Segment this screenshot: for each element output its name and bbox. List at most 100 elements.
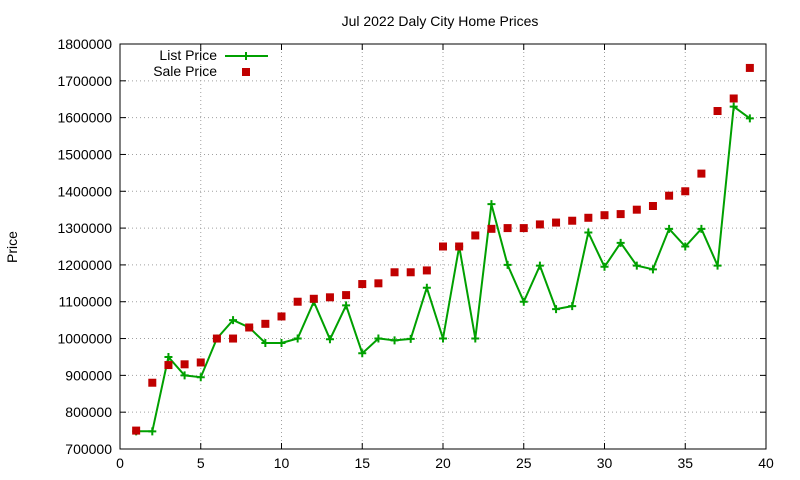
data-point-sale-price	[471, 231, 480, 240]
legend-marker-list-price	[242, 52, 250, 60]
data-point-sale-price	[164, 361, 173, 370]
data-point-sale-price	[648, 202, 657, 210]
data-point-sale-price	[374, 279, 383, 288]
data-point-sale-price	[325, 293, 334, 302]
x-tick-label: 10	[274, 455, 290, 471]
data-point-sale-price	[439, 242, 447, 251]
y-tick-label: 900000	[65, 367, 112, 383]
data-point-list-price	[342, 301, 351, 310]
data-point-list-price	[374, 334, 383, 343]
data-point-list-price	[180, 371, 189, 380]
data-point-sale-price	[309, 294, 318, 303]
axis-ticks: 700000 800000 900000 1000000 1100000 1200000 1…	[57, 36, 774, 471]
data-point-sale-price	[212, 334, 221, 343]
y-tick-label: 1200000	[57, 257, 112, 273]
data-point-sale-price	[148, 378, 157, 387]
x-tick-label: 30	[597, 455, 613, 471]
data-point-list-price	[568, 302, 577, 311]
y-tick-label: 1000000	[57, 331, 112, 347]
data-point-list-price	[665, 224, 674, 233]
data-point-sale-price	[552, 218, 561, 227]
data-point-list-price	[422, 283, 431, 292]
data-point-sale-price	[358, 280, 367, 289]
y-axis-label: Price	[4, 231, 20, 263]
data-point-list-price	[535, 261, 544, 270]
data-point-list-price	[471, 334, 480, 343]
chart-title: Jul 2022 Daly City Home Prices	[342, 13, 539, 29]
data-point-sale-price	[406, 268, 415, 277]
y-tick-label: 1700000	[57, 73, 112, 89]
x-tick-label: 20	[435, 455, 451, 471]
data-point-list-price	[487, 200, 496, 209]
data-point-list-price	[681, 242, 690, 251]
data-point-list-price	[600, 262, 609, 271]
data-point-list-price	[406, 334, 415, 343]
data-point-list-price	[229, 316, 238, 325]
data-point-list-price	[519, 297, 528, 306]
data-point-sale-price	[455, 242, 464, 251]
y-tick-label: 1300000	[57, 220, 112, 236]
data-point-sale-price	[180, 360, 189, 369]
data-point-sale-price	[245, 323, 254, 332]
data-point-sale-price	[132, 426, 141, 435]
data-point-sale-price	[681, 187, 690, 196]
x-tick-label: 5	[197, 455, 205, 471]
y-tick-label: 1800000	[57, 36, 112, 52]
x-tick-label: 35	[677, 455, 693, 471]
y-tick-label: 800000	[65, 404, 112, 420]
data-point-sale-price	[229, 334, 238, 343]
data-point-sale-price	[390, 268, 399, 277]
data-point-list-price	[616, 238, 625, 247]
data-point-list-price	[261, 338, 270, 347]
data-point-sale-price	[697, 169, 706, 178]
data-point-sale-price	[729, 94, 738, 103]
data-point-list-price	[325, 335, 334, 344]
x-tick-label: 0	[116, 455, 124, 471]
data-point-list-price	[648, 265, 657, 274]
legend-label-list-price: List Price	[159, 47, 217, 63]
y-tick-label: 1500000	[57, 146, 112, 162]
legend-marker-sale-price	[242, 68, 250, 76]
data-point-sale-price	[342, 291, 351, 300]
data-point-list-price	[697, 224, 706, 233]
data-point-list-price	[148, 427, 157, 436]
y-tick-label: 1100000	[59, 294, 113, 310]
data-point-sale-price	[568, 216, 577, 225]
y-tick-label: 700000	[65, 441, 112, 457]
data-point-sale-price	[503, 224, 512, 233]
data-point-list-price	[503, 260, 512, 269]
data-point-sale-price	[277, 312, 286, 321]
data-point-sale-price	[584, 213, 593, 222]
data-point-sale-price	[535, 220, 544, 229]
data-point-sale-price	[261, 319, 270, 328]
data-point-sale-price	[632, 205, 641, 214]
plot-area	[132, 63, 754, 436]
data-point-sale-price	[487, 224, 496, 233]
data-point-list-price	[552, 305, 561, 314]
data-point-sale-price	[293, 297, 302, 306]
data-point-sale-price	[519, 224, 528, 233]
y-tick-label: 1600000	[57, 110, 112, 126]
data-point-list-price	[745, 114, 754, 123]
data-point-list-price	[293, 334, 302, 343]
plot-frame	[119, 43, 767, 450]
data-point-list-price	[358, 349, 367, 358]
data-point-list-price	[390, 336, 399, 345]
data-point-list-price	[632, 261, 641, 270]
x-tick-label: 25	[516, 455, 532, 471]
data-point-sale-price	[713, 107, 722, 116]
x-tick-label: 15	[354, 455, 370, 471]
data-point-sale-price	[196, 358, 205, 367]
data-point-list-price	[729, 102, 738, 111]
x-tick-label: 40	[758, 455, 774, 471]
data-point-sale-price	[422, 266, 431, 275]
data-point-list-price	[584, 228, 593, 237]
data-point-sale-price	[616, 210, 625, 219]
data-point-list-price	[439, 334, 447, 343]
data-point-sale-price	[745, 63, 754, 72]
data-point-list-price	[196, 373, 205, 382]
data-point-list-price	[277, 338, 286, 347]
data-point-sale-price	[600, 211, 609, 220]
legend-label-sale-price: Sale Price	[153, 63, 217, 79]
